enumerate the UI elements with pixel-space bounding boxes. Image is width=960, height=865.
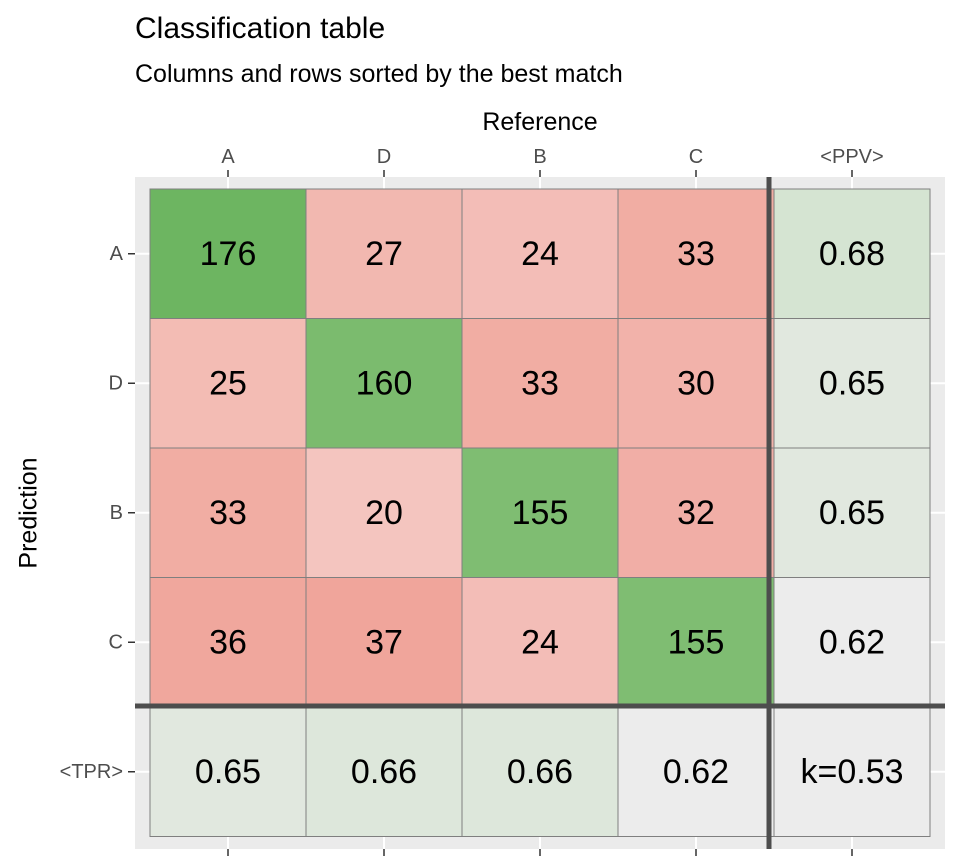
cell-value-C-B: 24 — [521, 623, 559, 661]
ppv-cell — [773, 188, 931, 319]
matrix-cell — [149, 577, 307, 708]
matrix-cell — [617, 188, 775, 319]
cell-value-C-A: 36 — [209, 623, 247, 661]
matrix-cell — [461, 188, 619, 319]
chart-subtitle: Columns and rows sorted by the best matc… — [135, 60, 623, 88]
ppv-value-A: 0.68 — [819, 235, 885, 273]
matrix-cell — [461, 577, 619, 708]
matrix-cell — [461, 318, 619, 449]
matrix-cell — [617, 318, 775, 449]
cell-value-A-C: 33 — [677, 235, 715, 273]
tpr-value-D: 0.66 — [351, 753, 417, 791]
ppv-value-C: 0.62 — [819, 623, 885, 661]
matrix-cell — [617, 577, 775, 708]
y-tick-label: D — [109, 372, 123, 394]
cell-value-A-D: 27 — [365, 235, 403, 273]
x-tick-label: C — [689, 146, 703, 168]
cell-value-B-B: 155 — [512, 494, 569, 532]
chart-title: Classification table — [135, 12, 386, 45]
matrix-cell — [305, 577, 463, 708]
tpr-cell — [617, 706, 775, 837]
kappa-cell — [773, 706, 931, 837]
ppv-value-D: 0.65 — [819, 364, 885, 402]
tpr-value-C: 0.62 — [663, 753, 729, 791]
tpr-cell — [305, 706, 463, 837]
tpr-cell — [461, 706, 619, 837]
y-tick-label: A — [110, 243, 124, 265]
cell-value-D-B: 33 — [521, 364, 559, 402]
tpr-value-A: 0.65 — [195, 753, 261, 791]
cell-value-A-A: 176 — [200, 235, 257, 273]
cell-value-B-C: 32 — [677, 494, 715, 532]
cell-value-B-A: 33 — [209, 494, 247, 532]
kappa-value: k=0.53 — [800, 753, 903, 791]
cell-value-D-D: 160 — [356, 364, 413, 402]
cell-value-C-C: 155 — [668, 623, 725, 661]
matrix-cell — [305, 318, 463, 449]
cell-value-D-A: 25 — [209, 364, 247, 402]
matrix-cell — [617, 447, 775, 578]
y-tick-label: <TPR> — [60, 761, 123, 783]
cell-value-B-D: 20 — [365, 494, 403, 532]
x-tick-label: B — [533, 146, 546, 168]
x-axis-label: Reference — [482, 108, 598, 136]
matrix-cell — [461, 447, 619, 578]
x-tick-label: D — [377, 146, 391, 168]
x-tick-label: A — [221, 146, 235, 168]
tpr-value-B: 0.66 — [507, 753, 573, 791]
ppv-cell — [773, 447, 931, 578]
matrix-cell — [305, 447, 463, 578]
cell-value-A-B: 24 — [521, 235, 559, 273]
y-tick-label: C — [109, 631, 123, 653]
cell-value-D-C: 30 — [677, 364, 715, 402]
cell-value-C-D: 37 — [365, 623, 403, 661]
ppv-value-B: 0.65 — [819, 494, 885, 532]
ppv-cell — [773, 577, 931, 708]
matrix-cell — [149, 318, 307, 449]
ppv-cell — [773, 318, 931, 449]
y-tick-label: B — [110, 502, 123, 524]
x-tick-label: <PPV> — [820, 146, 883, 168]
tpr-cell — [149, 706, 307, 837]
